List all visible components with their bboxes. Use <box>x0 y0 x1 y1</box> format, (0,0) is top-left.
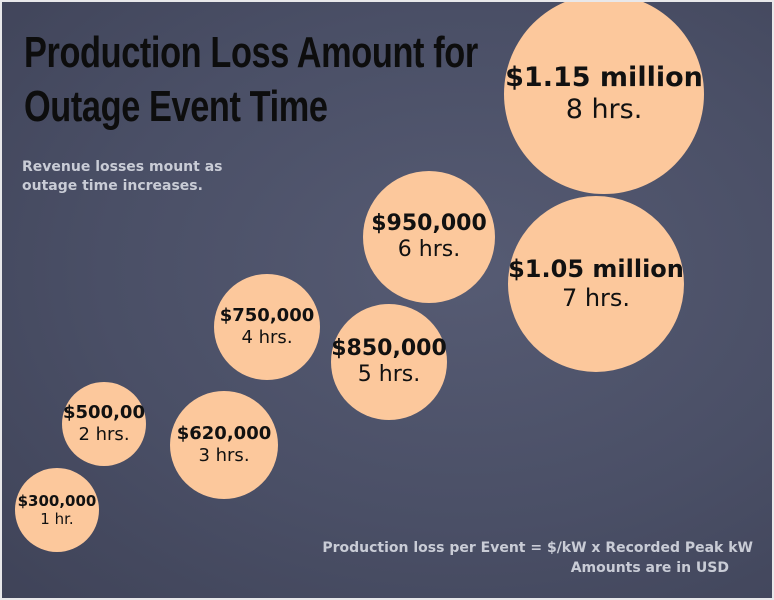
bubble-duration: 6 hrs. <box>397 237 461 262</box>
bubble-amount: $620,000 <box>176 423 272 445</box>
bubble-duration: 3 hrs. <box>198 445 250 466</box>
bubble-amount: $750,000 <box>219 305 315 327</box>
bubble-duration: 8 hrs. <box>565 94 643 125</box>
bubble-duration: 4 hrs. <box>241 327 293 348</box>
bubble-amount: $500,00 <box>63 402 145 424</box>
bubble-duration: 5 hrs. <box>357 362 421 387</box>
bubble: $300,000 1 hr. <box>15 468 99 552</box>
title-line: Production Loss Amount for <box>24 28 478 77</box>
bubble: $750,000 4 hrs. <box>214 274 320 380</box>
subtitle-line: outage time increases. <box>22 178 203 194</box>
subtitle-line: Revenue losses mount as <box>22 159 223 175</box>
formula: Production loss per Event = $/kW x Recor… <box>322 540 753 556</box>
bubble-amount: $300,000 <box>17 492 97 510</box>
bubble: $950,000 6 hrs. <box>363 171 495 303</box>
bubble-amount: $850,000 <box>331 335 447 361</box>
bubble: $1.15 million 8 hrs. <box>504 2 704 194</box>
bubble-duration: 2 hrs. <box>78 424 130 445</box>
title: Production Loss Amount for Outage Event … <box>24 26 478 134</box>
bubble-amount: $1.05 million <box>508 255 684 284</box>
bubble: $850,000 5 hrs. <box>331 304 447 420</box>
bubble: $620,000 3 hrs. <box>170 391 278 499</box>
currency-note: Amounts are in USD <box>570 560 729 576</box>
bubble: $500,00 2 hrs. <box>62 382 146 466</box>
bubble-amount: $950,000 <box>371 210 487 236</box>
subtitle: Revenue losses mount as outage time incr… <box>22 158 222 196</box>
bubble: $1.05 million 7 hrs. <box>508 196 684 372</box>
bubble-amount: $1.15 million <box>505 61 703 93</box>
bubble-duration: 7 hrs. <box>561 284 631 312</box>
title-line: Outage Event Time <box>24 82 328 131</box>
bubble-duration: 1 hr. <box>40 510 74 528</box>
